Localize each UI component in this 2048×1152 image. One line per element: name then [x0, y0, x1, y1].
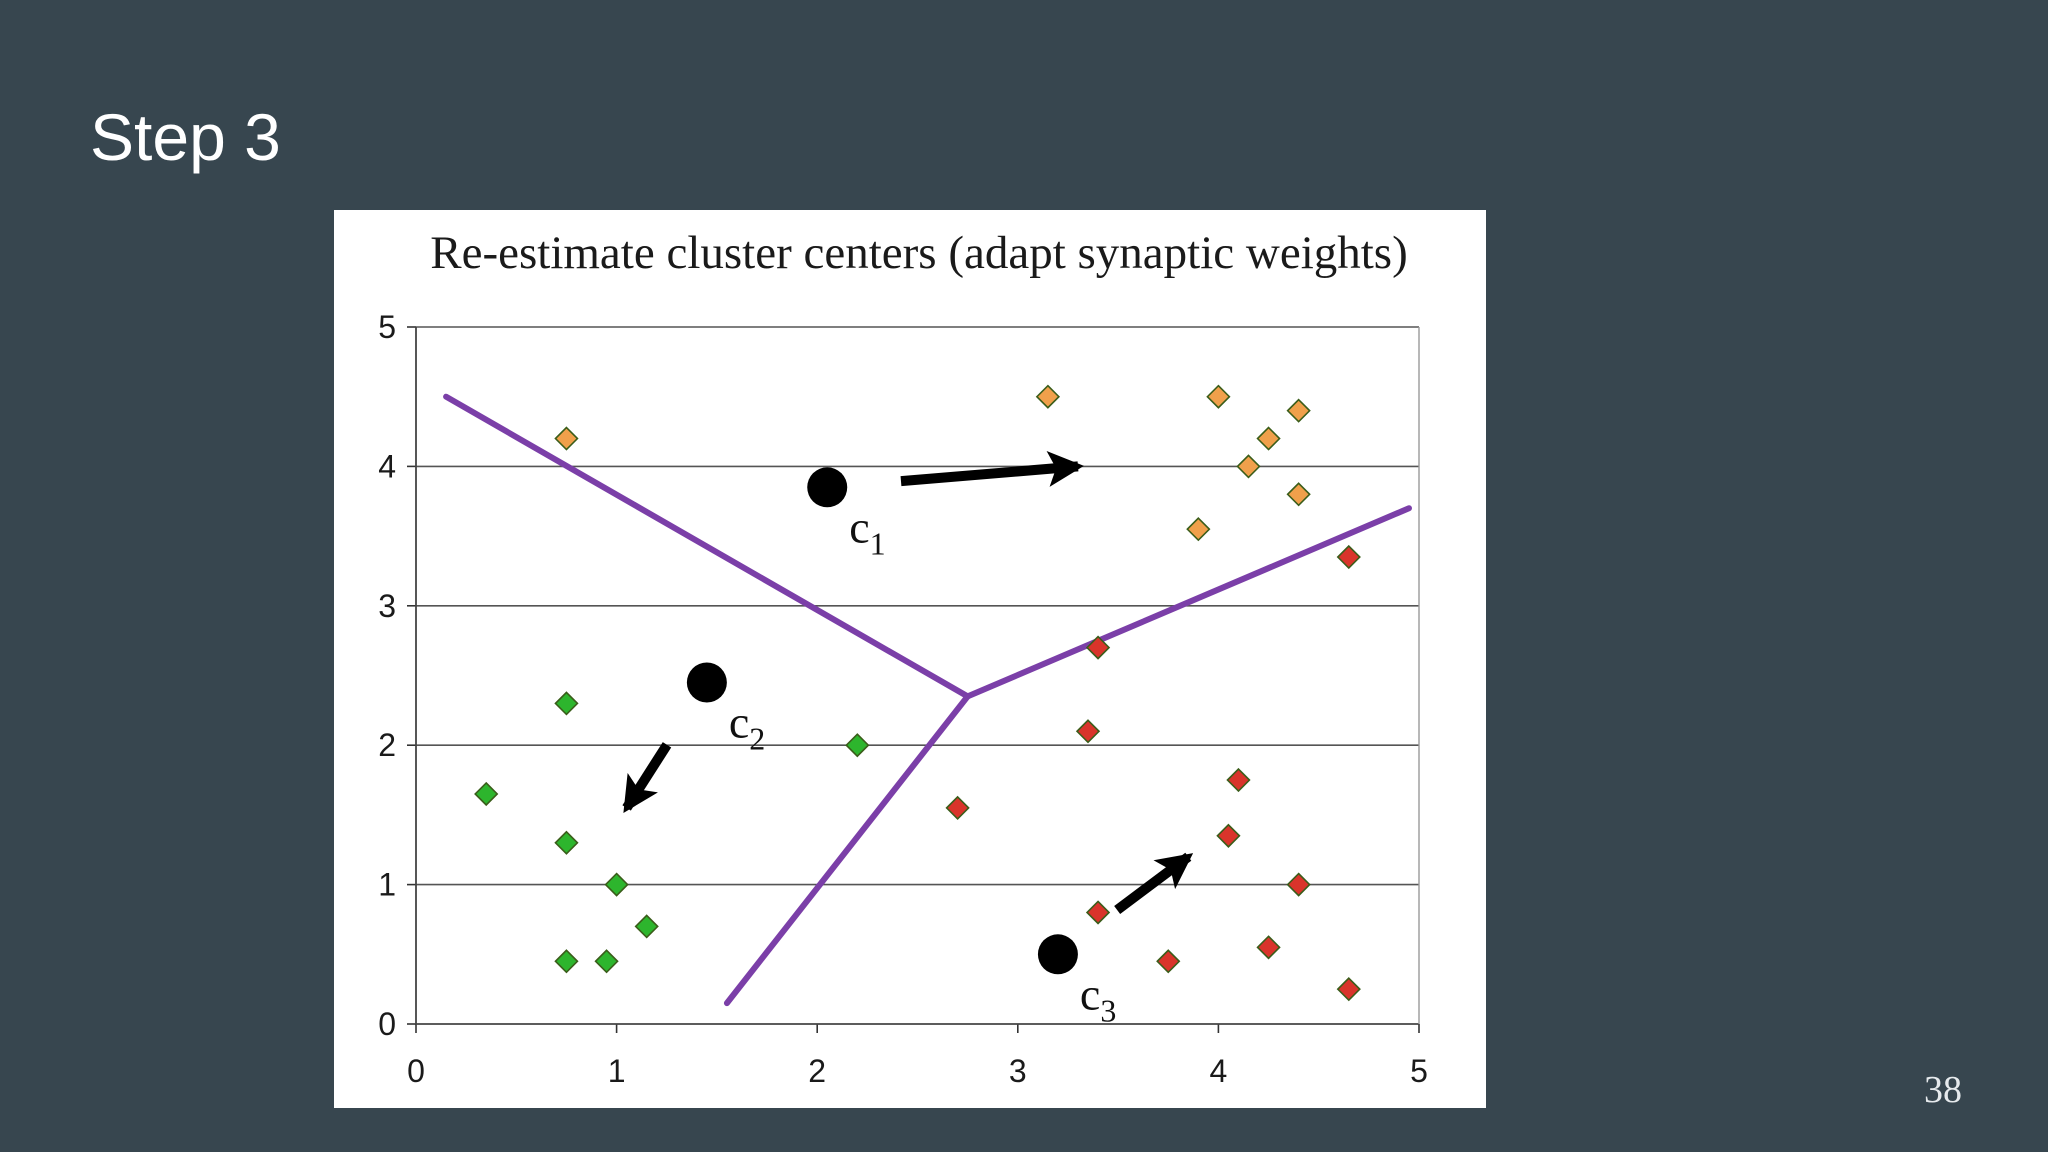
boundary-line-2: [964, 505, 1412, 700]
data-point-cluster-3-3: [1075, 719, 1101, 744]
data-point-cluster-1-2: [1035, 384, 1061, 409]
chart-panel: Re-estimate cluster centers (adapt synap…: [334, 210, 1486, 1108]
centroid-marker-1: [807, 467, 848, 508]
centroid-marker-2: [686, 662, 727, 703]
y-tick-label-4: 4: [378, 448, 396, 484]
data-point-cluster-1-7: [1286, 482, 1311, 507]
y-tick-label-5: 5: [378, 309, 396, 345]
x-tick-label-5: 5: [1410, 1053, 1428, 1089]
x-tick-label-0: 0: [407, 1053, 425, 1089]
chart-title: Re-estimate cluster centers (adapt synap…: [430, 227, 1408, 279]
x-tick-label-3: 3: [1009, 1053, 1027, 1089]
y-tick-label-1: 1: [378, 867, 396, 903]
data-point-cluster-2-3: [554, 830, 579, 855]
centroid-label-1: c1: [849, 501, 885, 561]
data-point-cluster-2-5: [634, 914, 659, 939]
data-point-cluster-2-6: [554, 949, 579, 974]
data-point-cluster-1-6: [1236, 454, 1261, 479]
scatter-chart: Re-estimate cluster centers (adapt synap…: [378, 227, 1428, 1089]
cluster-boundaries: [443, 393, 1412, 1007]
data-point-cluster-2-7: [594, 949, 619, 974]
data-point-cluster-3-6: [1216, 823, 1241, 848]
centroid-move-arrow-2: [622, 742, 672, 813]
data-point-cluster-3-11: [1336, 977, 1361, 1002]
data-point-cluster-3-9: [1156, 949, 1181, 974]
data-point-cluster-3-1: [1336, 544, 1361, 570]
centroid-move-arrow-3: [1114, 852, 1194, 914]
boundary-line-1: [443, 393, 971, 700]
data-points: [474, 384, 1361, 1002]
centroid-label-3: c3: [1080, 968, 1116, 1028]
x-tick-label-2: 2: [808, 1053, 826, 1089]
axes: 0 1 2 3 4 5 0 1 2 3 4 5: [378, 309, 1428, 1089]
centroid-label-2: c2: [729, 696, 765, 756]
data-point-cluster-1-4: [1286, 398, 1311, 423]
data-point-cluster-1-1: [554, 426, 579, 451]
y-tick-label-2: 2: [378, 727, 396, 763]
data-point-cluster-3-5: [1226, 767, 1251, 793]
data-point-cluster-3-2: [1085, 635, 1111, 660]
page-number: 38: [1924, 1069, 1962, 1111]
y-tick-label-0: 0: [378, 1006, 396, 1042]
boundary-line-3: [723, 693, 971, 1007]
data-point-cluster-3-8: [1085, 900, 1111, 925]
data-point-cluster-3-7: [1286, 872, 1311, 897]
data-point-cluster-2-4: [604, 872, 629, 897]
data-point-cluster-1-3: [1206, 384, 1231, 409]
cluster-centroids: c1 c2 c3: [622, 450, 1194, 1028]
data-point-cluster-3-4: [945, 795, 970, 821]
data-point-cluster-2-8: [845, 733, 870, 758]
centroid-marker-3: [1037, 934, 1078, 975]
x-tick-label-1: 1: [608, 1053, 626, 1089]
slide-title: Step 3: [90, 100, 281, 174]
data-point-cluster-1-5: [1256, 426, 1281, 451]
y-tick-label-3: 3: [378, 588, 396, 624]
x-tick-label-4: 4: [1210, 1053, 1228, 1089]
grid-lines: [416, 326, 1419, 886]
data-point-cluster-2-2: [554, 691, 579, 716]
data-point-cluster-2-1: [474, 781, 499, 807]
data-point-cluster-1-8: [1186, 516, 1211, 542]
centroid-move-arrow-1: [900, 450, 1084, 487]
data-point-cluster-3-10: [1256, 935, 1281, 960]
